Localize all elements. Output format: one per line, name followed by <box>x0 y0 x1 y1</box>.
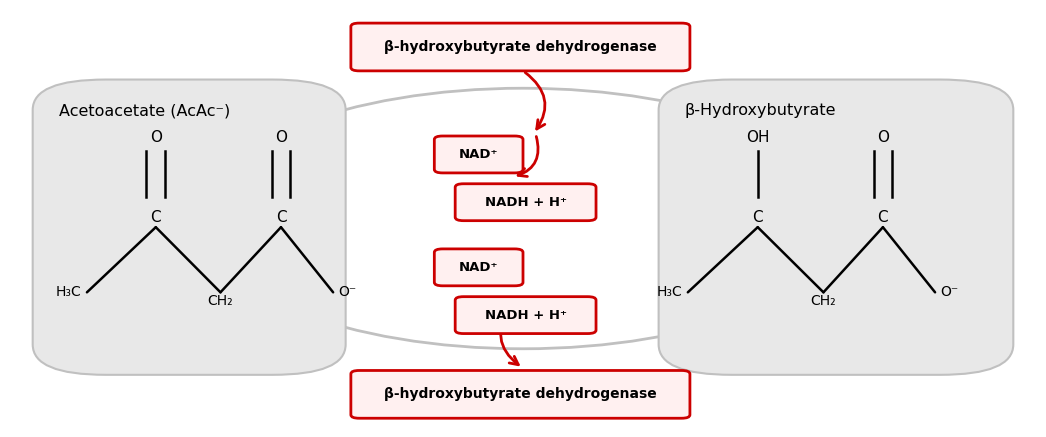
Text: H₃C: H₃C <box>56 285 82 299</box>
Text: O: O <box>150 130 162 145</box>
Text: H₃C: H₃C <box>657 285 683 299</box>
Text: C: C <box>276 210 287 225</box>
FancyBboxPatch shape <box>32 80 345 375</box>
FancyBboxPatch shape <box>434 136 523 173</box>
Text: β-hydroxybutyrate dehydrogenase: β-hydroxybutyrate dehydrogenase <box>384 387 657 401</box>
Text: Acetoacetate (AcAc⁻): Acetoacetate (AcAc⁻) <box>59 104 230 118</box>
Text: OH: OH <box>746 130 770 145</box>
Text: NAD⁺: NAD⁺ <box>459 261 498 274</box>
Text: NADH + H⁺: NADH + H⁺ <box>484 309 567 322</box>
Text: O: O <box>275 130 287 145</box>
FancyBboxPatch shape <box>350 371 690 418</box>
Text: NAD⁺: NAD⁺ <box>459 148 498 161</box>
Text: CH₂: CH₂ <box>811 295 836 309</box>
FancyBboxPatch shape <box>455 184 596 221</box>
Text: C: C <box>752 210 763 225</box>
Text: O⁻: O⁻ <box>940 285 958 299</box>
FancyBboxPatch shape <box>455 297 596 333</box>
Text: NADH + H⁺: NADH + H⁺ <box>484 196 567 209</box>
Text: O: O <box>877 130 889 145</box>
Text: CH₂: CH₂ <box>208 295 233 309</box>
FancyBboxPatch shape <box>434 249 523 286</box>
Text: C: C <box>878 210 888 225</box>
Text: β-hydroxybutyrate dehydrogenase: β-hydroxybutyrate dehydrogenase <box>384 40 657 54</box>
Text: O⁻: O⁻ <box>338 285 357 299</box>
Text: C: C <box>151 210 161 225</box>
Text: β-Hydroxybutyrate: β-Hydroxybutyrate <box>685 104 836 118</box>
FancyBboxPatch shape <box>350 23 690 71</box>
FancyBboxPatch shape <box>659 80 1014 375</box>
